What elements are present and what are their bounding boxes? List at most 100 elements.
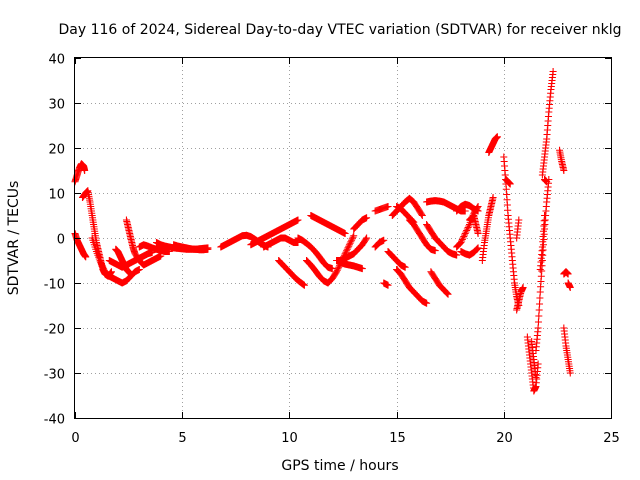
data-point: [566, 284, 574, 291]
data-point: [341, 230, 349, 237]
data-point: [535, 312, 543, 320]
data-point: [534, 360, 542, 368]
data-point: [443, 290, 451, 297]
y-tick-label: 40: [48, 53, 65, 68]
data-point: [473, 245, 481, 253]
data-point: [489, 194, 497, 201]
y-tick-label: 0: [57, 233, 65, 248]
data-point: [380, 236, 388, 244]
data-point: [465, 222, 473, 230]
data-point: [393, 203, 401, 210]
data-point: [560, 167, 568, 174]
data-point: [347, 238, 355, 246]
data-point: [463, 225, 471, 233]
axis-ticks: [75, 58, 612, 419]
data-point: [534, 318, 542, 326]
data-point: [564, 270, 572, 278]
y-tick-label: 20: [48, 143, 65, 158]
data-points: [71, 68, 574, 395]
data-point: [519, 284, 527, 291]
data-point: [344, 244, 352, 252]
data-point: [99, 263, 107, 271]
data-point: [135, 266, 143, 273]
data-point: [460, 233, 468, 240]
data-point: [97, 259, 105, 267]
data-point: [97, 260, 105, 268]
data-point: [349, 233, 357, 241]
data-point: [459, 234, 467, 242]
data-point: [343, 247, 351, 255]
plot-frame: [74, 57, 612, 419]
data-point: [461, 207, 469, 215]
chart-title: Day 116 of 2024, Sidereal Day-to-day VTE…: [59, 22, 622, 38]
data-point: [362, 235, 370, 243]
x-tick-label: 25: [603, 431, 620, 446]
y-tick-label: -20: [44, 323, 65, 338]
data-point: [474, 230, 482, 237]
data-point: [513, 234, 521, 242]
data-point: [463, 227, 471, 234]
data-point: [300, 281, 308, 289]
data-point: [536, 294, 544, 302]
x-axis-title: GPS time / hours: [281, 458, 398, 474]
x-tick-label: 20: [496, 431, 513, 446]
y-axis-title: SDTVAR / TECUs: [6, 181, 22, 296]
data-point: [363, 214, 371, 222]
data-point: [345, 241, 353, 249]
data-point: [343, 245, 351, 253]
data-point: [534, 324, 542, 332]
data-point: [100, 265, 108, 273]
data-point: [423, 299, 431, 307]
data-point: [461, 230, 469, 237]
x-tick-label: 15: [389, 431, 406, 446]
data-point: [443, 289, 451, 297]
x-tick-label: 0: [71, 431, 79, 446]
data-point: [566, 369, 574, 377]
data-point: [401, 263, 409, 271]
data-point: [532, 374, 540, 381]
data-point: [473, 245, 481, 253]
data-point: [345, 242, 353, 250]
data-point: [127, 270, 135, 278]
data-point: [431, 247, 439, 255]
data-point: [493, 133, 501, 141]
data-point: [384, 203, 392, 210]
x-tick-label: 5: [178, 431, 186, 446]
data-point: [541, 212, 549, 219]
data-point: [549, 68, 557, 75]
data-point: [363, 234, 371, 242]
data-point: [464, 224, 472, 231]
data-point: [418, 210, 426, 218]
data-point: [346, 239, 354, 247]
data-point: [543, 178, 551, 186]
data-point: [350, 232, 358, 240]
data-point: [457, 239, 465, 246]
data-point: [358, 265, 366, 273]
y-tick-label: -10: [44, 278, 65, 293]
data-point: [418, 212, 426, 219]
data-point: [204, 245, 212, 253]
data-point: [333, 266, 341, 274]
data-point: [474, 244, 482, 252]
data-point: [474, 207, 482, 215]
y-tick-label: 30: [48, 98, 65, 113]
data-point: [348, 235, 356, 243]
data-point: [384, 281, 392, 289]
data-point: [444, 290, 452, 298]
data-point: [506, 180, 514, 188]
data-point: [462, 228, 470, 236]
data-point: [460, 231, 468, 239]
y-tick-label: 10: [48, 188, 65, 203]
data-point: [458, 236, 466, 243]
y-tick-label: -30: [44, 368, 65, 383]
data-point: [333, 268, 341, 276]
data-point: [98, 262, 106, 270]
x-tick-label: 10: [281, 431, 298, 446]
data-point: [81, 167, 89, 174]
tick-labels: 0 5 10 15 20 25 -40 -30 -20 -10 0 10 20 30 40: [44, 53, 620, 447]
data-point: [453, 251, 461, 259]
data-point: [535, 306, 543, 314]
data-point: [458, 237, 466, 245]
y-tick-label: -40: [44, 413, 65, 428]
